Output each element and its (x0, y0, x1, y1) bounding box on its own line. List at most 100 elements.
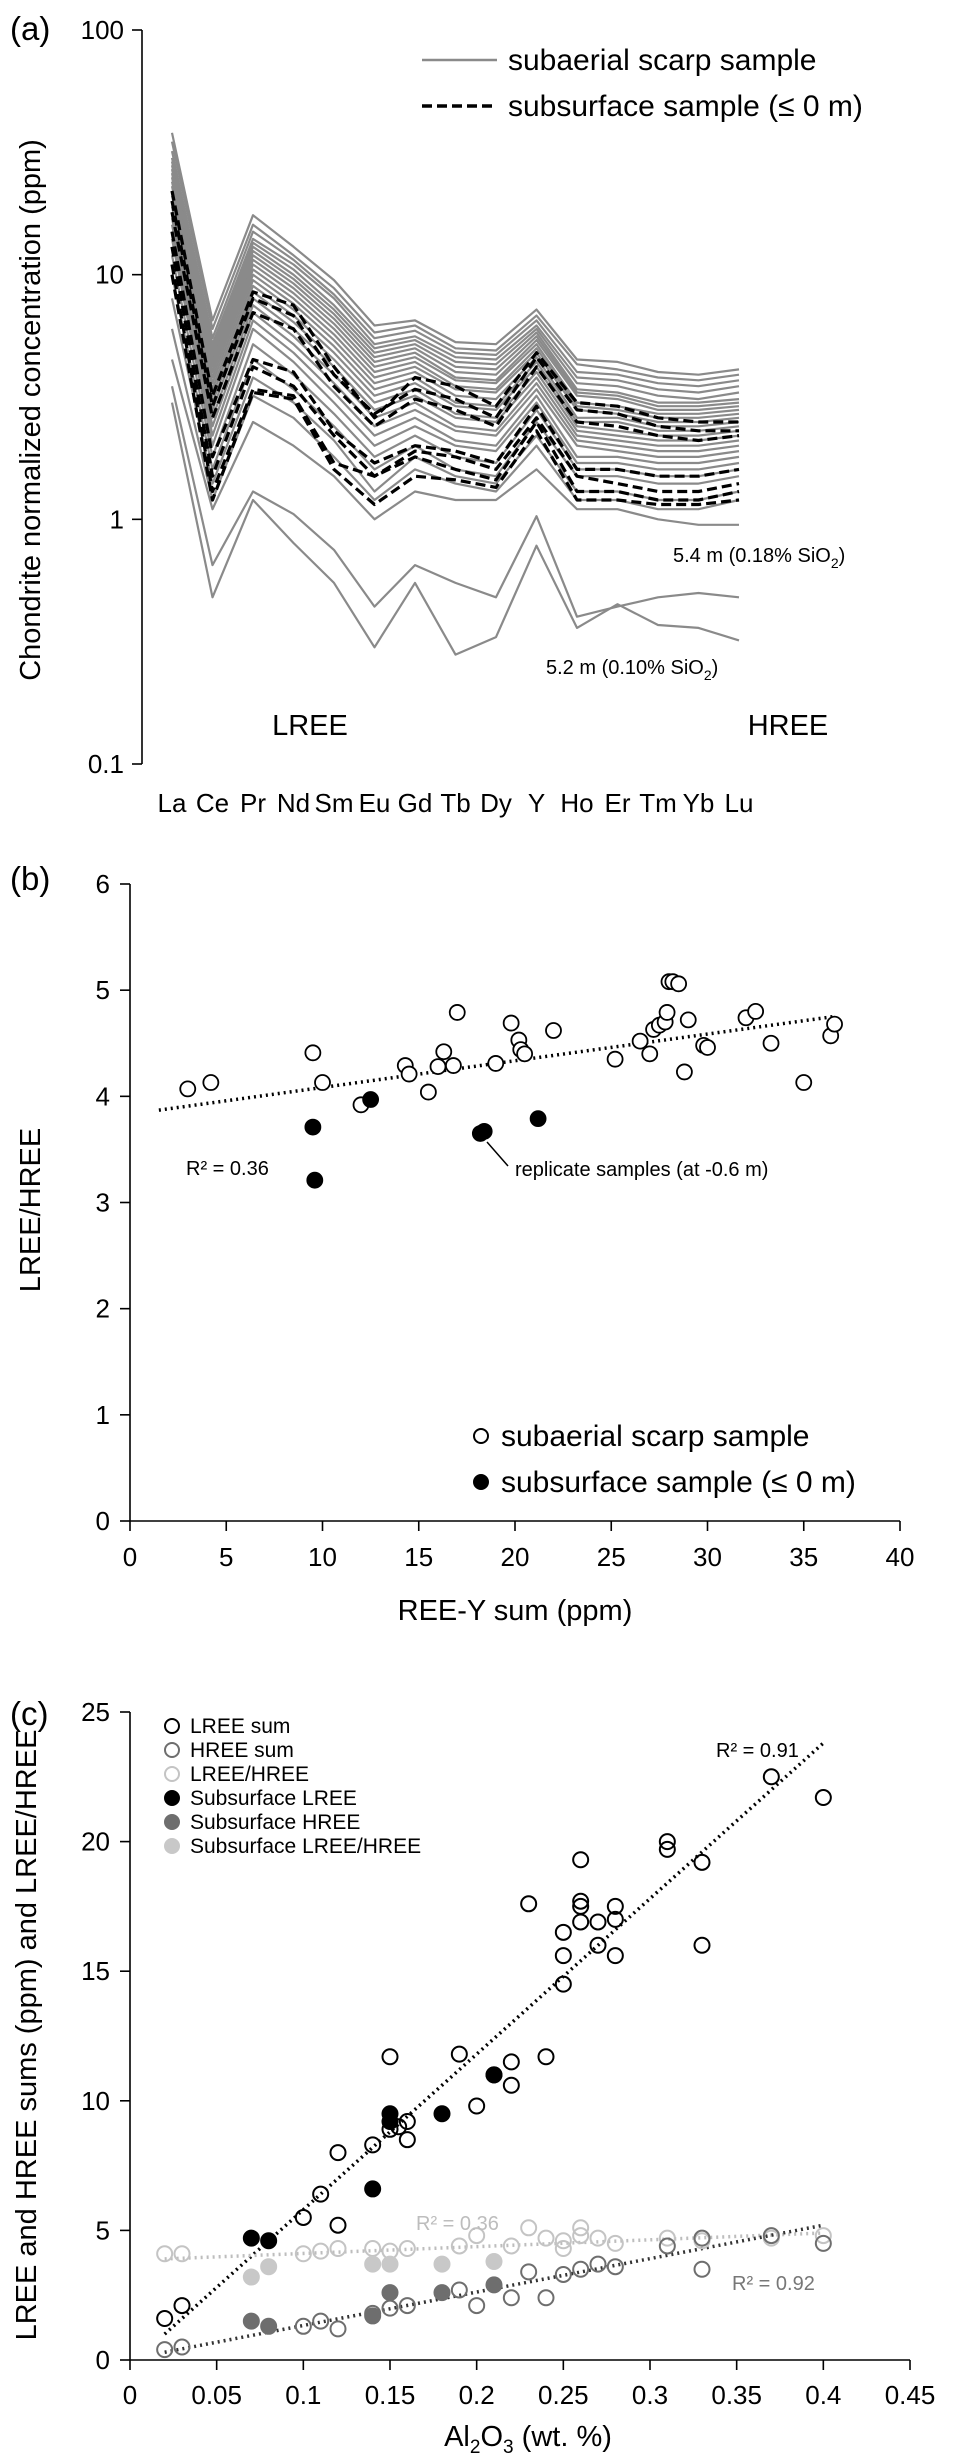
x-tick-label: 0.35 (711, 2380, 762, 2410)
y-tick-label: 1 (96, 1400, 110, 1430)
x-tick-label: 5 (219, 1542, 233, 1572)
legend-label: Subsurface LREE/HREE (190, 1835, 421, 1858)
series-line-subaerial (170, 157, 740, 394)
point-hree-sum (554, 2265, 572, 2283)
legend-marker-subaerial (473, 1428, 489, 1444)
point-hree-sum (173, 2338, 191, 2356)
point-lree-sum (398, 2131, 416, 2149)
point-lree-sum (814, 1789, 832, 1807)
panel-c-r2-lree: R² = 0.91 (716, 1740, 799, 1762)
panel-c-x-axis-label: Al2O3 (wt. %) (444, 2421, 612, 2458)
legend-label: Subsurface HREE (190, 1811, 360, 1834)
point-lree-sum (173, 2297, 191, 2315)
x-tick-label: 35 (789, 1542, 818, 1572)
point-lree-sum (693, 1936, 711, 1954)
point-lree-hree (364, 2240, 382, 2258)
y-tick-label: 4 (96, 1081, 110, 1111)
point-subsurface-lree-hree (242, 2268, 260, 2286)
point-subsurface-hree (433, 2284, 451, 2302)
series-line-subaerial (170, 402, 740, 656)
x-tick-label: Nd (277, 788, 310, 818)
panel-c-label: (c) (10, 1695, 48, 1732)
point-subsurface-lree (364, 2180, 382, 2198)
y-tick-label: 1 (110, 504, 124, 534)
x-tick-label: Lu (725, 788, 754, 818)
legend-marker (164, 1790, 180, 1806)
point-subsurface-hree (242, 2312, 260, 2330)
series-line-subaerial (170, 238, 740, 471)
panel-c-r2-hree: R² = 0.92 (732, 2273, 815, 2295)
point-lree-hree (156, 2245, 174, 2263)
y-tick-label: 5 (96, 975, 110, 1005)
point-subsurface-lree (433, 2105, 451, 2123)
point-hree-sum (502, 2289, 520, 2307)
point-lree-sum (381, 2048, 399, 2066)
legend-label: HREE sum (190, 1739, 294, 1762)
point-hree-sum (589, 2255, 607, 2273)
panel-b-annotation: replicate samples (at -0.6 m) (515, 1159, 768, 1181)
point-hree-sum (762, 2227, 780, 2245)
point-lree-hree (606, 2234, 624, 2252)
point-subsurface (304, 1118, 322, 1136)
panel-c-ticks: 0 0.05 0.1 0.15 0.2 0.25 0.3 0.35 0.4 0.45 0 5 10 15 2… (81, 1697, 935, 2410)
legend-marker (164, 1766, 180, 1782)
series-line-subsurface (170, 264, 740, 502)
point-lree-sum (520, 1895, 538, 1913)
x-tick-label: 0.45 (885, 2380, 936, 2410)
point-lree-hree (450, 2237, 468, 2255)
point-subsurface-hree (364, 2307, 382, 2325)
point-lree-hree (398, 2240, 416, 2258)
legend-marker (164, 1742, 180, 1758)
point-hree-sum (572, 2260, 590, 2278)
point-subsurface-lree-hree (485, 2253, 503, 2271)
x-tick-label: Gd (398, 788, 433, 818)
point-subaerial (429, 1058, 447, 1076)
x-tick-label: 0.1 (285, 2380, 321, 2410)
x-tick-label: La (158, 788, 187, 818)
point-hree-sum (606, 2258, 624, 2276)
series-line-subaerial (170, 218, 740, 453)
point-subaerial (676, 1063, 693, 1081)
point-subsurface-lree (242, 2229, 260, 2247)
series-line-subaerial (170, 177, 740, 415)
point-subaerial (747, 1003, 765, 1020)
x-tick-label: Er (605, 788, 631, 818)
x-tick-label: Y (528, 788, 545, 818)
x-tick-label: Yb (683, 788, 715, 818)
point-hree-sum (450, 2281, 468, 2299)
y-tick-label: 3 (96, 1188, 110, 1218)
series-line-subsurface (170, 231, 740, 478)
point-lree-sum (398, 2113, 416, 2131)
point-hree-sum (398, 2297, 416, 2315)
point-subaerial (502, 1014, 520, 1032)
point-lree-hree (537, 2229, 555, 2247)
x-tick-label: Dy (480, 788, 512, 818)
point-subsurface (529, 1110, 547, 1128)
y-tick-label: 6 (96, 869, 110, 899)
legend-label: Subsurface LREE (190, 1787, 357, 1810)
point-lree-sum (364, 2136, 382, 2154)
y-tick-label: 5 (96, 2215, 110, 2245)
point-subsurface-lree-hree (260, 2258, 278, 2276)
panel-a-curves (170, 132, 740, 656)
legend-marker (164, 1718, 180, 1734)
panel-b: (b) 0 5 10 15 20 25 30 35 40 0 1 2 3 4 5 6 LREE/HREE RE… (10, 860, 914, 1627)
point-subsurface-lree (260, 2232, 278, 2250)
panel-a: (a) 100 10 1 0.1 La Ce Pr Nd Sm Eu Gd Tb Dy Y Ho Er Tm Y… (10, 10, 863, 818)
point-lree-sum (762, 1768, 780, 1786)
point-lree-sum (589, 1936, 607, 1954)
point-lree-sum (502, 2053, 520, 2071)
series-line-subsurface (170, 274, 740, 507)
series-line-subaerial (170, 150, 740, 388)
x-tick-label: 40 (886, 1542, 915, 1572)
legend-subsurface-label: subsurface sample (≤ 0 m) (508, 90, 863, 123)
panel-b-annotation-arrow (486, 1141, 509, 1167)
point-subaerial (314, 1074, 331, 1091)
x-tick-label: Sm (315, 788, 354, 818)
x-tick-label: 0.3 (632, 2380, 668, 2410)
point-subaerial (670, 975, 688, 993)
panel-a-annotation-5-2m: 5.2 m (0.10% SiO2) (546, 657, 718, 683)
legend-marker (164, 1838, 180, 1854)
point-hree-sum (537, 2289, 555, 2307)
